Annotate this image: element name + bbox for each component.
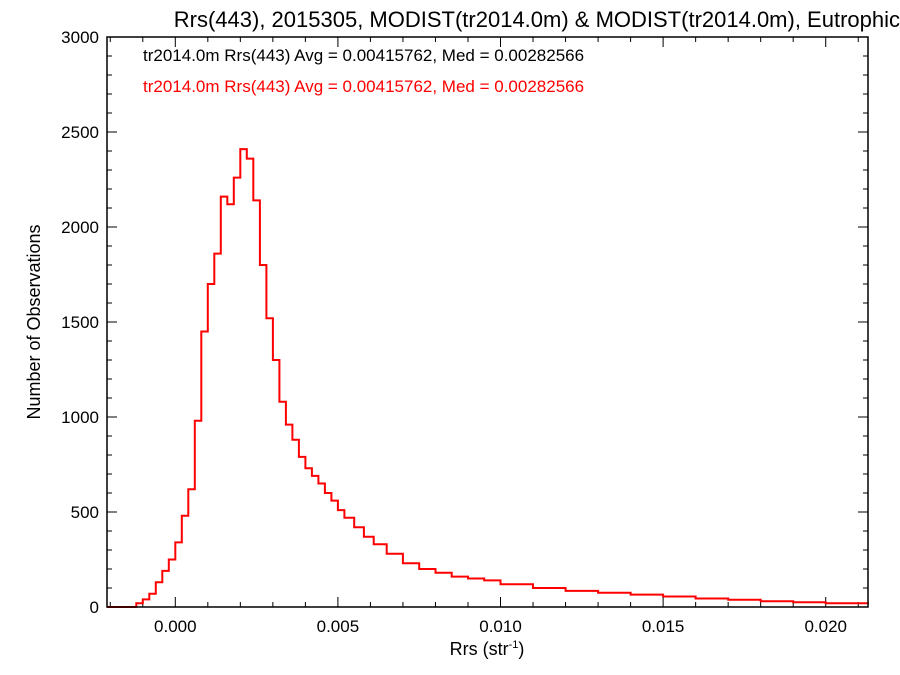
x-tick-label: 0.010: [479, 617, 522, 636]
plot-frame: [106, 36, 869, 608]
y-tick-label: 500: [71, 503, 99, 522]
y-tick-label: 3000: [61, 28, 99, 47]
x-axis-title: Rrs (str-1): [450, 639, 525, 659]
x-tick-label: 0.015: [642, 617, 685, 636]
y-tick-label: 0: [90, 598, 99, 617]
histogram-series-line: [107, 148, 869, 608]
x-axis-title-main: Rrs (str: [450, 639, 509, 659]
y-tick-label: 1000: [61, 408, 99, 427]
legend-entry-black: tr2014.0m Rrs(443) Avg = 0.00415762, Med…: [143, 46, 584, 65]
x-tick-label: 0.020: [804, 617, 847, 636]
chart-title: Rrs(443), 2015305, MODIST(tr2014.0m) & M…: [174, 7, 900, 32]
x-axis-title-superscript: -1: [509, 639, 519, 651]
y-axis-title: Number of Observations: [24, 224, 44, 419]
y-tick-label: 1500: [61, 313, 99, 332]
x-axis-title-end: ): [518, 639, 524, 659]
legend-entry-red: tr2014.0m Rrs(443) Avg = 0.00415762, Med…: [143, 77, 584, 96]
x-tick-label: 0.000: [154, 617, 197, 636]
x-tick-label: 0.005: [317, 617, 360, 636]
y-tick-label: 2500: [61, 123, 99, 142]
plot-area: 0 500 1000 1500 2000 2500 3000 0.000 0.005 0.010 0…: [61, 28, 869, 636]
y-tick-label: 2000: [61, 218, 99, 237]
